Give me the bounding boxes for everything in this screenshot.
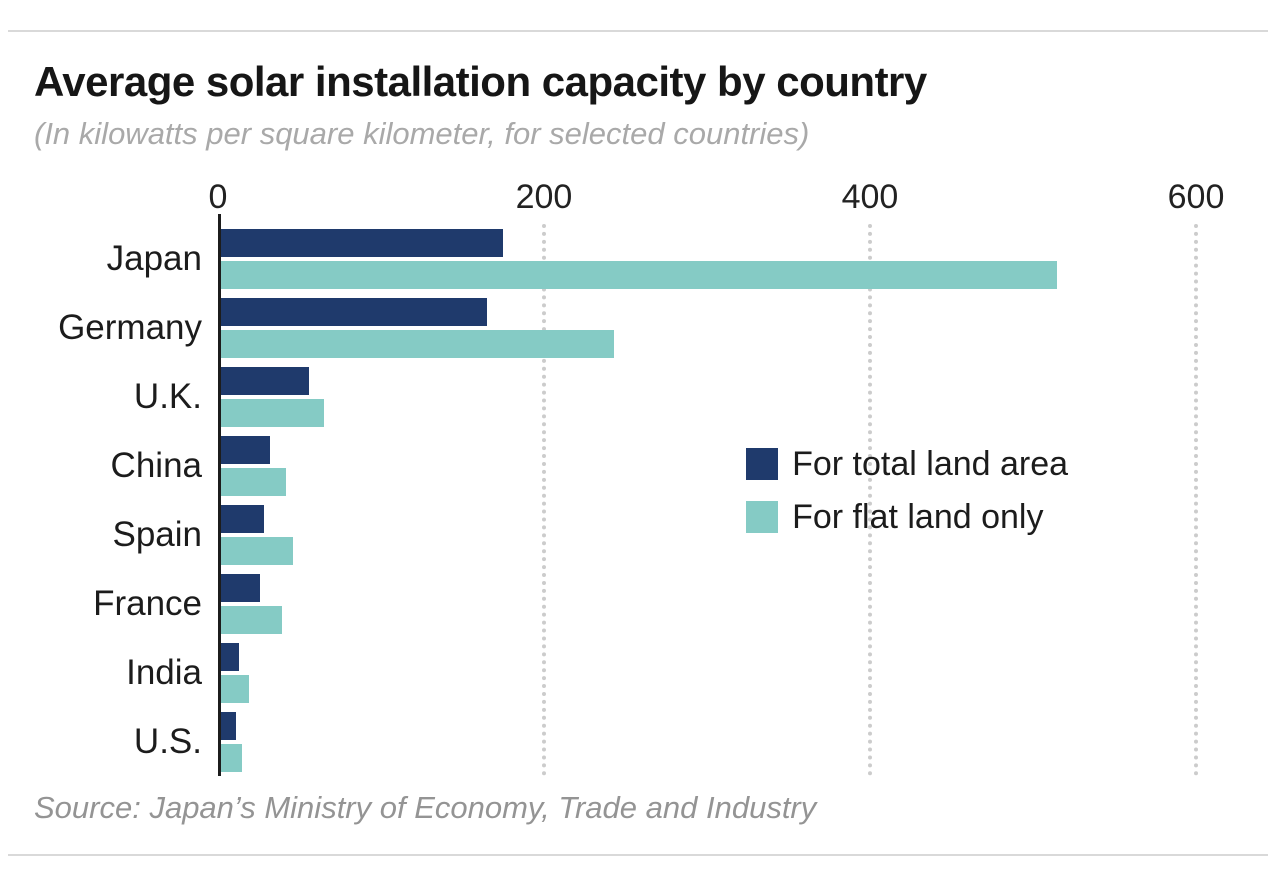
bar-flat-land: [218, 467, 287, 496]
x-tick-label: 0: [208, 178, 228, 216]
legend-swatch-flat-land: [746, 501, 779, 534]
bar-group: [218, 638, 1196, 707]
bar-total-land: [218, 711, 236, 740]
category-label: France: [93, 583, 202, 623]
legend-label-total-land: For total land area: [792, 444, 1069, 483]
bar-flat-land: [218, 329, 615, 358]
category-label: Germany: [58, 307, 202, 347]
legend-item-total-land: For total land area: [746, 445, 1068, 484]
category-label: Japan: [106, 238, 202, 278]
bar-total-land: [218, 504, 264, 533]
bar-total-land: [218, 573, 261, 602]
x-tick-label: 600: [1167, 178, 1225, 216]
bar-group: [218, 293, 1196, 362]
legend-label-flat-land: For flat land only: [792, 497, 1044, 536]
x-tick-label: 400: [841, 178, 899, 216]
legend-item-flat-land: For flat land only: [746, 498, 1068, 537]
bar-flat-land: [218, 605, 282, 634]
bar-group: [218, 224, 1196, 293]
bar-flat-land: [218, 674, 249, 703]
y-axis-labels: Japan Germany U.K. China Spain France India U.S…: [34, 224, 218, 776]
bar-group: [218, 431, 1196, 500]
category-label: China: [110, 445, 202, 485]
bar-flat-land: [218, 398, 324, 427]
bar-total-land: [218, 228, 504, 257]
x-axis-ticks: 0 200 400 600: [209, 178, 1225, 224]
bar-total-land: [218, 642, 240, 671]
bar-flat-land: [218, 260, 1058, 289]
x-tick-label: 200: [515, 178, 573, 216]
top-divider: [8, 30, 1268, 32]
category-label: U.S.: [133, 721, 202, 761]
bar-group: [218, 569, 1196, 638]
gridline: [1194, 224, 1198, 776]
y-axis-line: [218, 214, 221, 776]
legend-swatch-total-land: [746, 448, 779, 481]
bar-total-land: [218, 366, 310, 395]
bar-group: [218, 362, 1196, 431]
chart-subtitle: (In kilowatts per square kilometer, for …: [34, 116, 810, 151]
bar-chart: 0 200 400 600 Japan Germany U.K. China Spain Fra…: [34, 178, 1242, 776]
gridline: [541, 224, 546, 776]
bar-flat-land: [218, 743, 243, 772]
legend: For total land area For flat land only: [746, 445, 1068, 537]
plot-area: For total land area For flat land only: [218, 214, 1198, 776]
bottom-divider: [8, 854, 1268, 856]
bar-group: [218, 500, 1196, 569]
gridline: [867, 224, 872, 776]
source-note: Source: Japan’s Ministry of Economy, Tra…: [34, 790, 817, 825]
bar-group: [218, 707, 1196, 776]
category-label: U.K.: [133, 376, 202, 416]
bar-total-land: [218, 297, 487, 326]
category-label: India: [126, 652, 202, 692]
bar-flat-land: [218, 536, 293, 565]
category-label: Spain: [112, 514, 202, 554]
bar-total-land: [218, 435, 271, 464]
chart-title: Average solar installation capacity by c…: [34, 58, 927, 105]
